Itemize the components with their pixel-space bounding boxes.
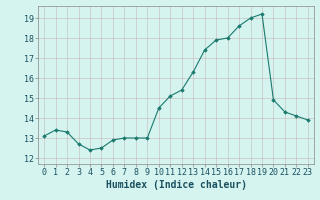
X-axis label: Humidex (Indice chaleur): Humidex (Indice chaleur) bbox=[106, 180, 246, 190]
